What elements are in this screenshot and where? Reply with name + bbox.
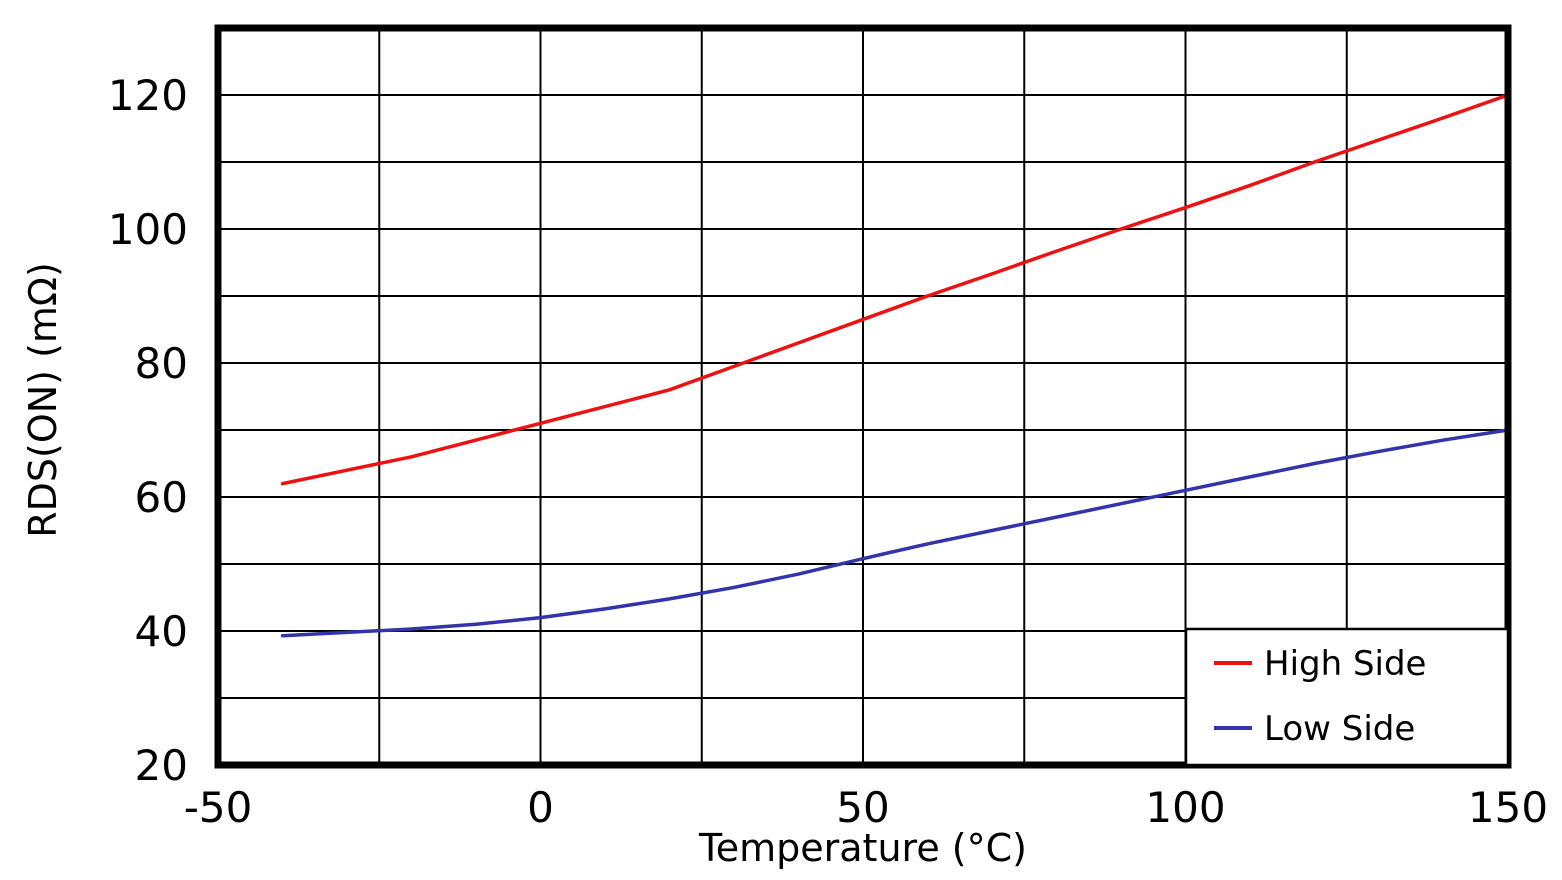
x-tick-label: 0 bbox=[527, 783, 554, 832]
legend: High Side Low Side bbox=[1184, 627, 1510, 767]
x-axis-title: Temperature (°C) bbox=[698, 826, 1027, 870]
x-tick-labels: -50 0 50 100 150 bbox=[184, 783, 1548, 832]
data-series bbox=[280, 93, 1510, 638]
y-tick-label: 40 bbox=[135, 607, 188, 656]
legend-label-high-side: High Side bbox=[1264, 644, 1426, 684]
y-tick-label: 60 bbox=[135, 473, 188, 522]
y-tick-label: 100 bbox=[108, 205, 188, 254]
series-line-low-side bbox=[280, 428, 1510, 638]
y-axis-title: RDS(ON) (mΩ) bbox=[21, 262, 65, 538]
x-tick-label: 50 bbox=[836, 783, 889, 832]
legend-box bbox=[1184, 627, 1510, 767]
series-line-high-side bbox=[280, 93, 1510, 486]
plot-border bbox=[214, 24, 1512, 769]
y-tick-label: 80 bbox=[135, 339, 188, 388]
gridlines bbox=[218, 28, 1508, 765]
x-tick-label: -50 bbox=[184, 783, 253, 832]
y-tick-label: 20 bbox=[135, 741, 188, 790]
y-tick-label: 120 bbox=[108, 71, 188, 120]
y-tick-labels: 20 40 60 80 100 120 bbox=[108, 71, 188, 790]
legend-label-low-side: Low Side bbox=[1264, 709, 1415, 749]
x-tick-label: 100 bbox=[1145, 783, 1225, 832]
x-tick-label: 150 bbox=[1468, 783, 1548, 832]
